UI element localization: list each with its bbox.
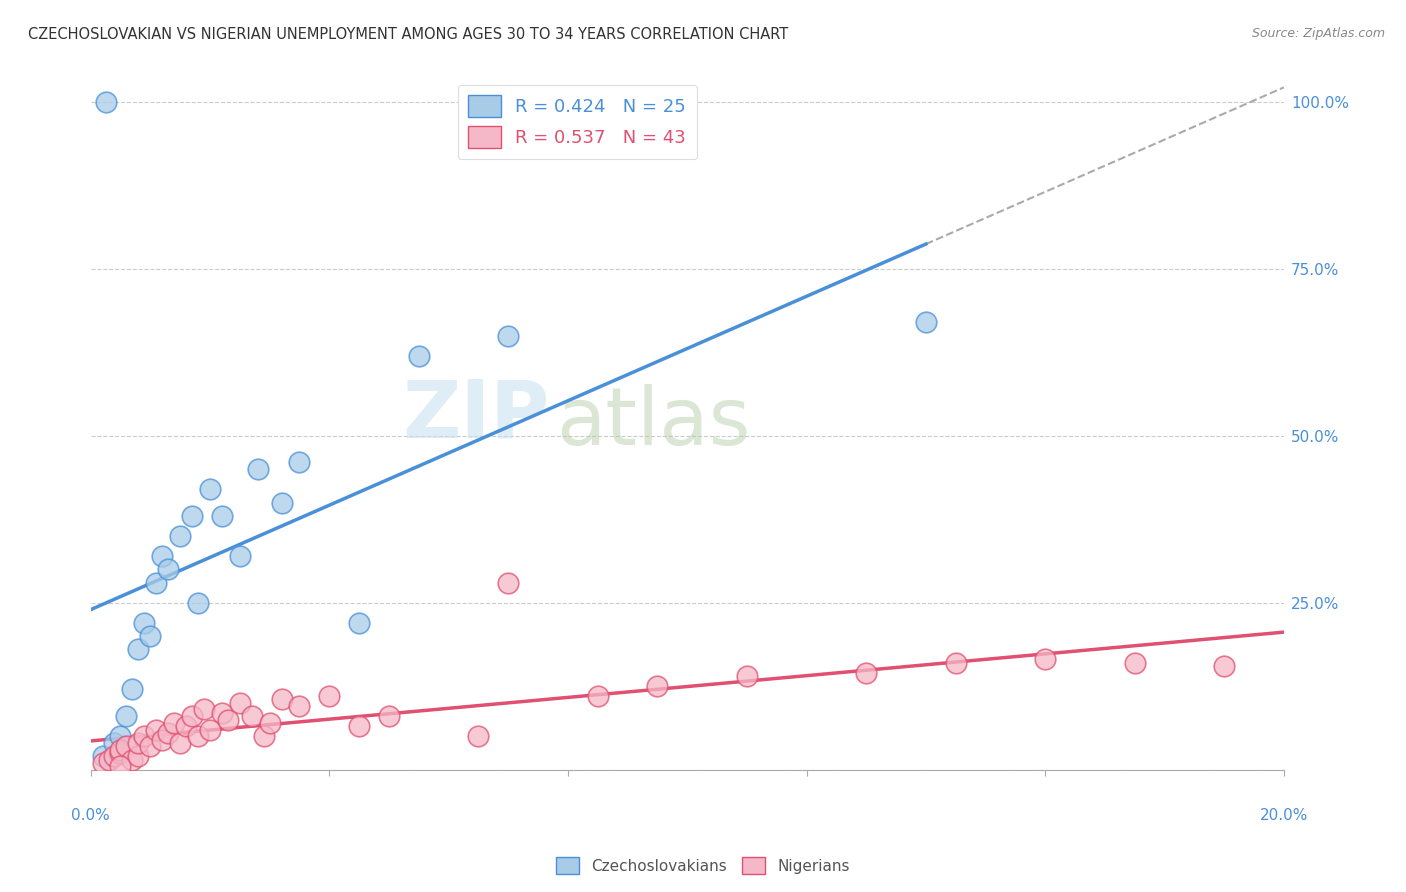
Point [115, 709, 138, 723]
Point [378, 709, 401, 723]
Point [1123, 656, 1146, 670]
Point [240, 709, 263, 723]
Point [110, 742, 132, 756]
Point [211, 706, 233, 720]
Point [347, 719, 370, 733]
Point [91, 756, 114, 770]
Point [586, 689, 609, 703]
Point [270, 692, 292, 706]
Point [915, 315, 938, 329]
Point [110, 759, 132, 773]
Point [97, 753, 120, 767]
Point [145, 723, 167, 737]
Point [198, 482, 221, 496]
Y-axis label: Unemployment Among Ages 30 to 34 years: Unemployment Among Ages 30 to 34 years [0, 259, 7, 579]
Point [121, 753, 143, 767]
Legend: R = 0.424   N = 25, R = 0.537   N = 43: R = 0.424 N = 25, R = 0.537 N = 43 [457, 85, 697, 160]
Point [174, 719, 197, 733]
Point [110, 746, 132, 760]
Point [1033, 652, 1056, 666]
Point [198, 723, 221, 737]
Point [181, 709, 204, 723]
Point [347, 615, 370, 630]
Point [211, 508, 233, 523]
Text: ZIP: ZIP [402, 376, 550, 455]
Point [187, 596, 209, 610]
Text: 0.0%: 0.0% [72, 808, 110, 823]
Text: CZECHOSLOVAKIAN VS NIGERIAN UNEMPLOYMENT AMONG AGES 30 TO 34 YEARS CORRELATION C: CZECHOSLOVAKIAN VS NIGERIAN UNEMPLOYMENT… [28, 27, 789, 42]
Point [181, 508, 204, 523]
Point [134, 615, 156, 630]
Point [157, 726, 180, 740]
Point [103, 749, 125, 764]
Text: Source: ZipAtlas.com: Source: ZipAtlas.com [1251, 27, 1385, 40]
Point [169, 529, 191, 543]
Point [945, 656, 967, 670]
Point [94, 95, 117, 109]
Point [229, 549, 252, 563]
Point [855, 665, 877, 680]
Point [253, 729, 276, 743]
Point [229, 696, 252, 710]
Point [288, 699, 311, 714]
Point [217, 713, 239, 727]
Point [115, 739, 138, 754]
Point [121, 682, 143, 697]
Point [246, 462, 269, 476]
Legend: Czechoslovakians, Nigerians: Czechoslovakians, Nigerians [550, 851, 856, 880]
Point [1213, 659, 1236, 673]
Point [467, 729, 489, 743]
Point [145, 575, 167, 590]
Point [134, 729, 156, 743]
Point [496, 328, 519, 343]
Point [735, 669, 758, 683]
Point [259, 715, 281, 730]
Point [270, 495, 292, 509]
Point [408, 349, 430, 363]
Point [127, 749, 149, 764]
Text: 20.0%: 20.0% [1260, 808, 1308, 823]
Point [193, 702, 215, 716]
Point [150, 549, 173, 563]
Point [127, 736, 149, 750]
Point [163, 715, 186, 730]
Point [318, 689, 340, 703]
Point [169, 736, 191, 750]
Point [139, 739, 162, 754]
Point [647, 679, 669, 693]
Text: atlas: atlas [555, 384, 751, 461]
Point [139, 629, 162, 643]
Point [127, 642, 149, 657]
Point [187, 729, 209, 743]
Point [496, 575, 519, 590]
Point [157, 562, 180, 576]
Point [103, 736, 125, 750]
Point [110, 729, 132, 743]
Point [288, 455, 311, 469]
Point [91, 749, 114, 764]
Point [150, 732, 173, 747]
